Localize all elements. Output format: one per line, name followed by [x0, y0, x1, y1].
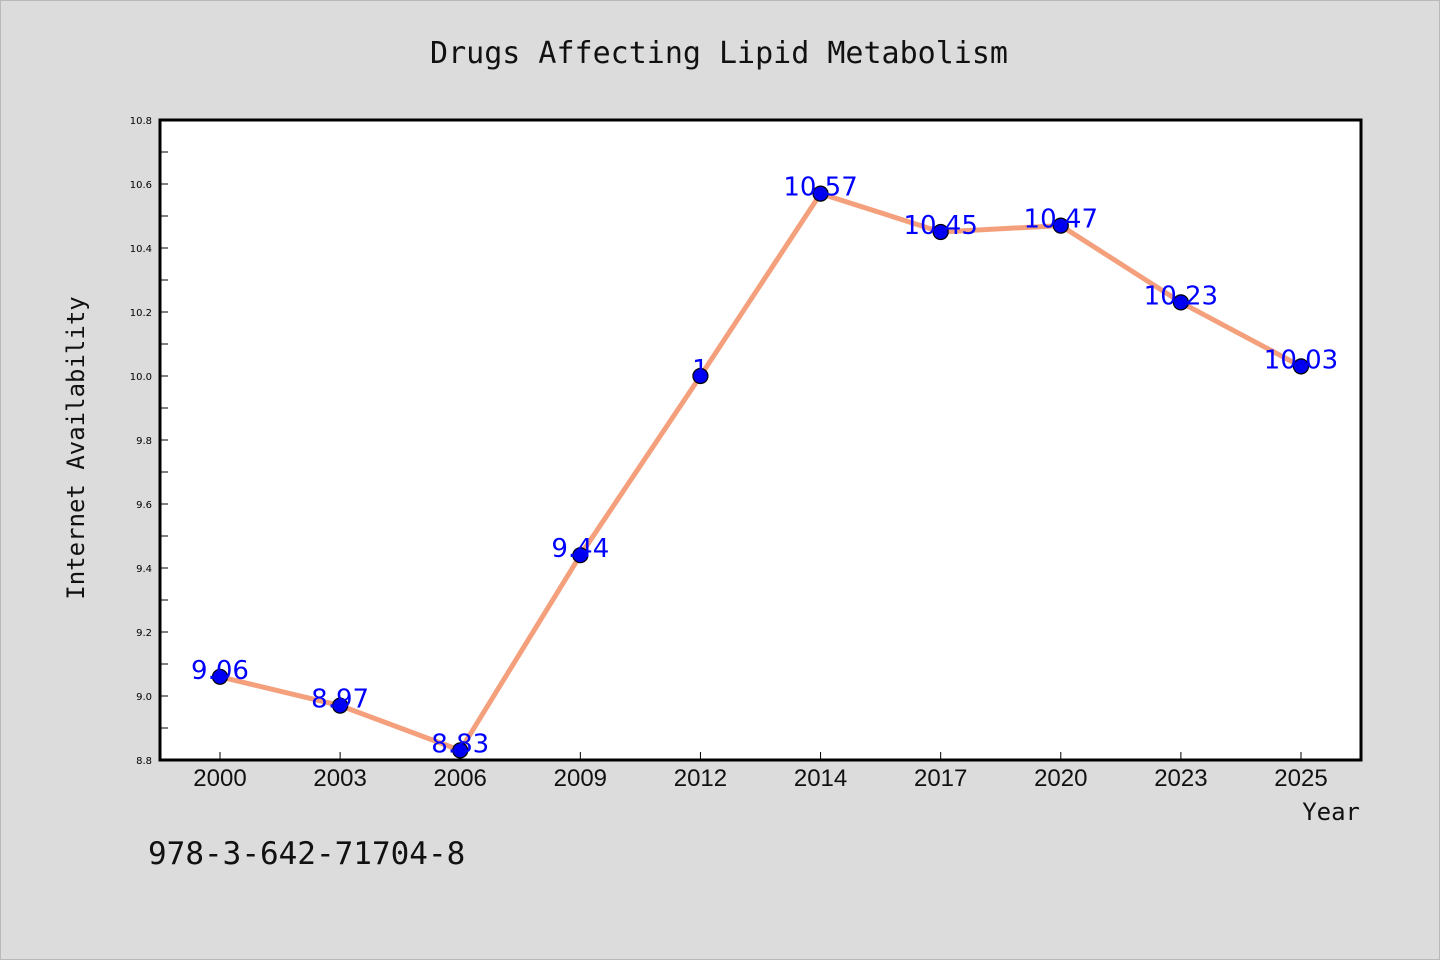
x-tick-label: 2006: [434, 765, 487, 792]
data-point: [1172, 294, 1189, 311]
series-line: [217, 191, 1304, 753]
data-point: [692, 367, 709, 385]
data-point: [812, 185, 829, 202]
x-tick-label: 2012: [674, 765, 727, 792]
data-label: 10.23: [1144, 281, 1218, 311]
data-point: [1052, 217, 1069, 234]
y-axis-label: Internet Availability: [62, 296, 90, 599]
data-label: 1: [692, 355, 709, 385]
x-tick-label: 2009: [554, 765, 607, 792]
data-label: 8.97: [311, 685, 369, 715]
data-label: 10.03: [1264, 345, 1338, 375]
data-point: [572, 547, 589, 564]
y-tick-label: 9.2: [136, 628, 152, 639]
y-tick-label: 10.2: [130, 308, 152, 319]
x-tick-label: 2020: [1034, 765, 1087, 792]
y-tick-label: 10.6: [130, 180, 152, 191]
y-tick-label: 10.4: [130, 244, 152, 255]
y-tick-label: 10.8: [130, 116, 152, 127]
y-tick-label: 9.0: [136, 692, 152, 703]
x-axis: 2000 2003 2006 2009 2012 2014 2017 2020 2023 2025: [193, 752, 1328, 792]
y-tick-label: 9.4: [136, 564, 152, 575]
data-label: 10.45: [903, 211, 977, 241]
plot-area: [158, 118, 1363, 762]
x-tick-label: 2003: [313, 765, 366, 792]
data-point: [332, 697, 349, 714]
data-label: 9.06: [191, 656, 249, 686]
data-label: 9.44: [551, 534, 609, 564]
x-tick-label: 2023: [1154, 765, 1207, 792]
x-tick-label: 2014: [794, 765, 847, 792]
data-label: 8.83: [431, 729, 489, 759]
y-tick-label: 9.6: [136, 500, 152, 511]
y-tick-label: 9.8: [136, 436, 152, 447]
y-tick-label: 10.0: [130, 372, 152, 383]
footer-isbn-text: 978-3-642-71704-8: [148, 836, 465, 872]
data-label: 10.47: [1024, 205, 1098, 235]
x-axis-label: Year: [1302, 798, 1360, 826]
y-axis: 8.8 9.0 9.2 9.4 9.6 9.8 10.0 10.2 10.4 10.6 10.8: [130, 116, 168, 767]
data-point: [452, 742, 469, 759]
x-tick-label: 2017: [914, 765, 967, 792]
data-label: 10.57: [783, 173, 857, 203]
data-point: [211, 668, 229, 685]
series-layer: 9.06 8.97 8.83 9.44 1 10.57 10.45 10.47 10.23 10.…: [191, 173, 1338, 760]
x-tick-label: 2025: [1274, 765, 1327, 792]
x-tick-label: 2000: [193, 765, 246, 792]
chart-title: Drugs Affecting Lipid Metabolism: [430, 36, 1008, 71]
data-point: [932, 223, 949, 241]
y-tick-label: 8.8: [136, 756, 152, 767]
data-point: [1292, 358, 1310, 375]
